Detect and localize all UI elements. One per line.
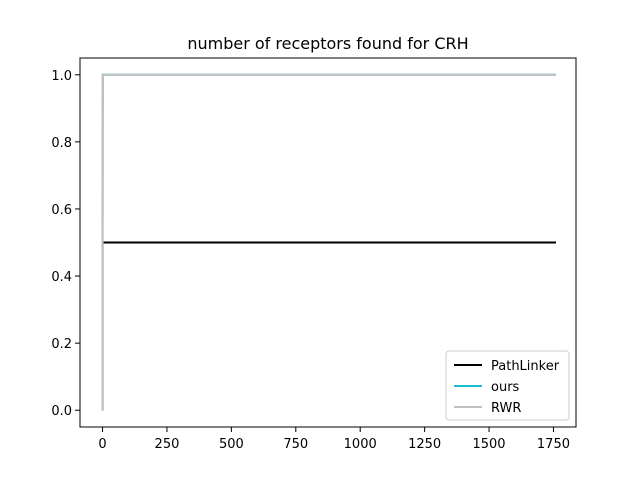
y-tick-label: 1.0: [51, 69, 72, 84]
legend-box: [445, 350, 570, 421]
x-tick-label: 1000: [344, 437, 377, 452]
x-tick-label: 1250: [408, 437, 441, 452]
y-tick-label: 0.0: [51, 404, 72, 419]
y-tick-label: 0.4: [51, 270, 72, 285]
x-tick-label: 1750: [537, 437, 570, 452]
legend-label-pathlinker: PathLinker: [491, 359, 560, 374]
x-tick-label: 1500: [472, 437, 505, 452]
chart-title: number of receptors found for CRH: [187, 34, 468, 53]
x-tick-label: 250: [155, 437, 180, 452]
y-tick-label: 0.8: [51, 136, 72, 151]
legend-label-rwr: RWR: [491, 401, 521, 416]
legend: PathLinker ours RWR: [445, 350, 570, 421]
y-tick-label: 0.2: [51, 337, 72, 352]
x-tick-label: 0: [98, 437, 106, 452]
x-tick-label: 500: [219, 437, 244, 452]
plot-frame: [79, 57, 577, 428]
x-tick-label: 750: [283, 437, 308, 452]
legend-label-ours: ours: [491, 380, 520, 395]
series-line-rwr: [101, 73, 557, 411]
y-tick-label: 0.6: [51, 203, 72, 218]
axes-layer: 0 250 500 750 1000 1250 1500 1750 0.0 0.2 0.4 0.6 0.…: [51, 57, 577, 452]
series-layer: [101, 73, 557, 411]
